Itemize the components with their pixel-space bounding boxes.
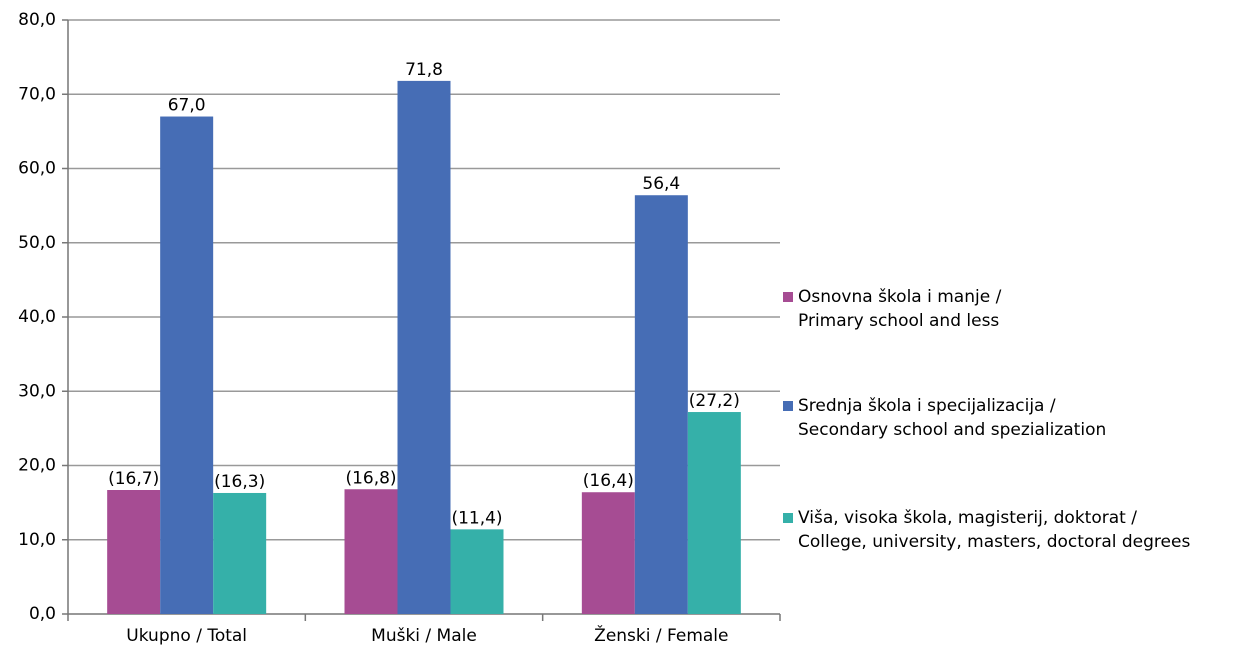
legend-label: Srednja škola i specijalizacija / Second… (798, 396, 1107, 440)
value-label: 71,8 (405, 60, 443, 80)
bar (397, 80, 451, 614)
legend-swatch (783, 513, 793, 523)
legend-item: Viša, visoka škola, magisterij, doktorat… (783, 506, 1190, 554)
value-label: (16,3) (214, 472, 265, 492)
value-label: (16,8) (345, 468, 396, 488)
y-tick-label: 70,0 (18, 84, 56, 104)
legend-item: Osnovna škola i manje / Primary school a… (783, 285, 1001, 333)
y-tick-label: 10,0 (18, 530, 56, 550)
value-label: (11,4) (451, 508, 502, 528)
bar (107, 490, 161, 614)
legend-swatch (783, 292, 793, 302)
y-tick-label: 50,0 (18, 233, 56, 253)
value-label: (16,4) (583, 471, 634, 491)
bar (581, 492, 635, 614)
bar (160, 116, 214, 615)
y-tick-label: 20,0 (18, 456, 56, 476)
value-label: (16,7) (108, 469, 159, 489)
bar (687, 412, 741, 614)
legend-label: Viša, visoka škola, magisterij, doktorat… (798, 508, 1191, 552)
bar (213, 492, 267, 614)
y-tick-label: 60,0 (18, 159, 56, 179)
x-tick-label: Muški / Male (371, 626, 477, 646)
y-tick-label: 0,0 (29, 604, 56, 624)
bar (634, 195, 688, 615)
x-tick-label: Ženski / Female (594, 624, 728, 646)
value-label: 67,0 (168, 96, 206, 116)
legend-item: Srednja škola i specijalizacija / Second… (783, 394, 1106, 442)
y-tick-label: 40,0 (18, 307, 56, 327)
value-label: 56,4 (642, 174, 680, 194)
bar (344, 489, 398, 614)
value-label: (27,2) (689, 391, 740, 411)
y-tick-label: 80,0 (18, 10, 56, 30)
legend-label: Osnovna škola i manje / Primary school a… (798, 287, 1002, 331)
y-tick-label: 30,0 (18, 381, 56, 401)
bar (450, 529, 504, 614)
x-tick-label: Ukupno / Total (126, 626, 247, 646)
legend-swatch (783, 401, 793, 411)
